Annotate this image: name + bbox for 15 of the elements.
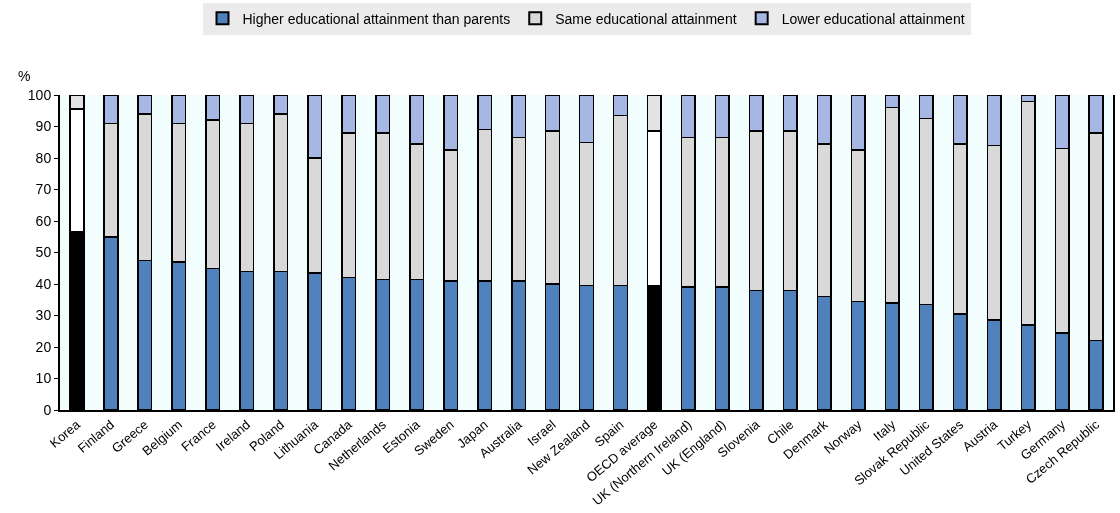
legend-label: Same educational attainment <box>555 10 737 27</box>
legend-label: Lower educational attainment <box>781 10 965 27</box>
y-tick-label: 0 <box>43 401 52 418</box>
legend-label: Higher educational attainment than parents <box>242 10 511 27</box>
y-tick-label: 90 <box>35 118 52 135</box>
y-axis-title: % <box>18 68 31 84</box>
y-tick-label: 30 <box>35 307 52 324</box>
y-tick-label: 70 <box>35 181 52 198</box>
y-tick-label: 80 <box>35 149 52 166</box>
y-tick-label: 10 <box>35 370 52 387</box>
y-tick-label: 20 <box>35 338 52 355</box>
y-tick-label: 60 <box>35 212 52 229</box>
y-tick-label: 40 <box>35 275 52 292</box>
y-tick-label: 50 <box>35 244 52 261</box>
y-tick-label: 100 <box>27 86 52 103</box>
